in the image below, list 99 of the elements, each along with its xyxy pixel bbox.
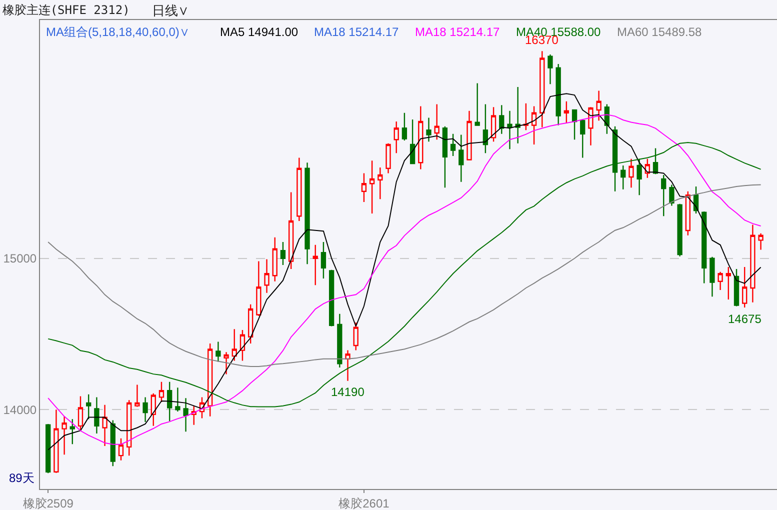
candlestick (142, 396, 148, 423)
text: 日线∨ (152, 3, 189, 18)
candlestick (337, 313, 342, 368)
candlestick (628, 158, 634, 188)
annotation: MA18 15214.17 (314, 25, 400, 39)
candlestick (118, 438, 124, 462)
candlestick (207, 342, 213, 417)
candlestick (167, 381, 172, 422)
candlestick (677, 203, 682, 257)
candlestick (70, 418, 75, 445)
text: MA60 15489.58 (617, 25, 702, 39)
candlestick (758, 232, 764, 250)
candlestick (531, 106, 537, 146)
candlestick (248, 304, 254, 344)
candlestick (46, 423, 51, 474)
candlestick (296, 157, 302, 222)
candlestick (394, 120, 399, 154)
candlestick (669, 184, 674, 206)
candlestick (490, 106, 496, 142)
line-series (48, 184, 762, 367)
candlestick (328, 269, 334, 327)
candlestick (482, 104, 488, 154)
candlestick (450, 133, 456, 157)
x-tick-label: 橡胶2601 (338, 496, 390, 510)
candlestick (402, 112, 408, 142)
candlestick (62, 416, 67, 456)
candlestick (466, 110, 472, 160)
candlestick (515, 86, 520, 144)
candlestick (710, 256, 715, 298)
candlestick (232, 328, 237, 362)
candlestick (369, 160, 375, 214)
candlestick (54, 409, 59, 474)
y-tick-label: 15000 (3, 252, 37, 266)
candlestick (102, 404, 108, 447)
candlestick (702, 210, 707, 284)
candlestick (86, 394, 92, 420)
candlestick (652, 148, 658, 175)
candlestick (224, 352, 229, 375)
candlestick (572, 109, 578, 140)
candlestick (94, 396, 100, 434)
candlestick (661, 174, 666, 217)
candlestick (564, 100, 570, 124)
candlestick (580, 118, 586, 158)
candlestick (734, 268, 740, 307)
candlestick (150, 392, 156, 427)
candlestick (523, 102, 529, 131)
candlestick (426, 117, 432, 142)
candlestick (280, 241, 286, 266)
candlestick (742, 266, 748, 308)
annotation: 14675 (728, 312, 762, 326)
candlestick (158, 381, 164, 403)
candlestick (126, 399, 132, 456)
candlestick (434, 104, 440, 140)
candlestick (499, 104, 504, 134)
candlestick (726, 266, 731, 300)
candlestick (458, 134, 464, 182)
candlestick (548, 54, 553, 85)
candlestick (320, 241, 326, 280)
candlestick (110, 420, 116, 467)
candlestick (256, 260, 262, 316)
annotation: MA组合(5,18,18,40,60,0)∨ (46, 25, 190, 39)
candlestick (604, 104, 610, 134)
candlestick (134, 384, 140, 408)
candlestick (304, 162, 310, 265)
candlestick (620, 164, 626, 190)
candlestick (216, 341, 221, 362)
annotation: 14190 (331, 385, 365, 399)
candlestick (345, 350, 350, 382)
candlestick (410, 118, 416, 164)
candlestick (272, 236, 278, 282)
chart-title: 橡胶主连(SHFE 2312) (2, 3, 130, 18)
candlestick (78, 396, 84, 432)
candlestick (718, 271, 723, 291)
candlestick (264, 258, 270, 294)
candlestick (418, 106, 424, 170)
x-tick-label: 橡胶2509 (22, 496, 74, 510)
y-tick-label: 14000 (3, 402, 37, 417)
candlestick (240, 329, 246, 362)
candlestick (474, 82, 480, 126)
text: MA5 14941.00 (220, 25, 298, 39)
candlestick (353, 322, 358, 351)
candlestick (588, 106, 594, 146)
candlestick (175, 387, 180, 412)
candlestick (596, 90, 602, 122)
candlestick (361, 172, 367, 203)
candlestick (507, 110, 512, 150)
candlestick (386, 142, 391, 174)
candlestick (183, 398, 188, 432)
candlestick (378, 166, 383, 200)
candlestick (288, 192, 294, 270)
candlestick (312, 244, 318, 286)
candlestick (556, 63, 561, 126)
candlestick (442, 126, 448, 188)
candlestick (636, 158, 642, 196)
candlestick (685, 190, 690, 236)
candlestick (540, 50, 545, 128)
candlestick (750, 224, 756, 303)
text: 89天 (9, 471, 34, 485)
text: MA18 15214.17 (415, 25, 500, 39)
